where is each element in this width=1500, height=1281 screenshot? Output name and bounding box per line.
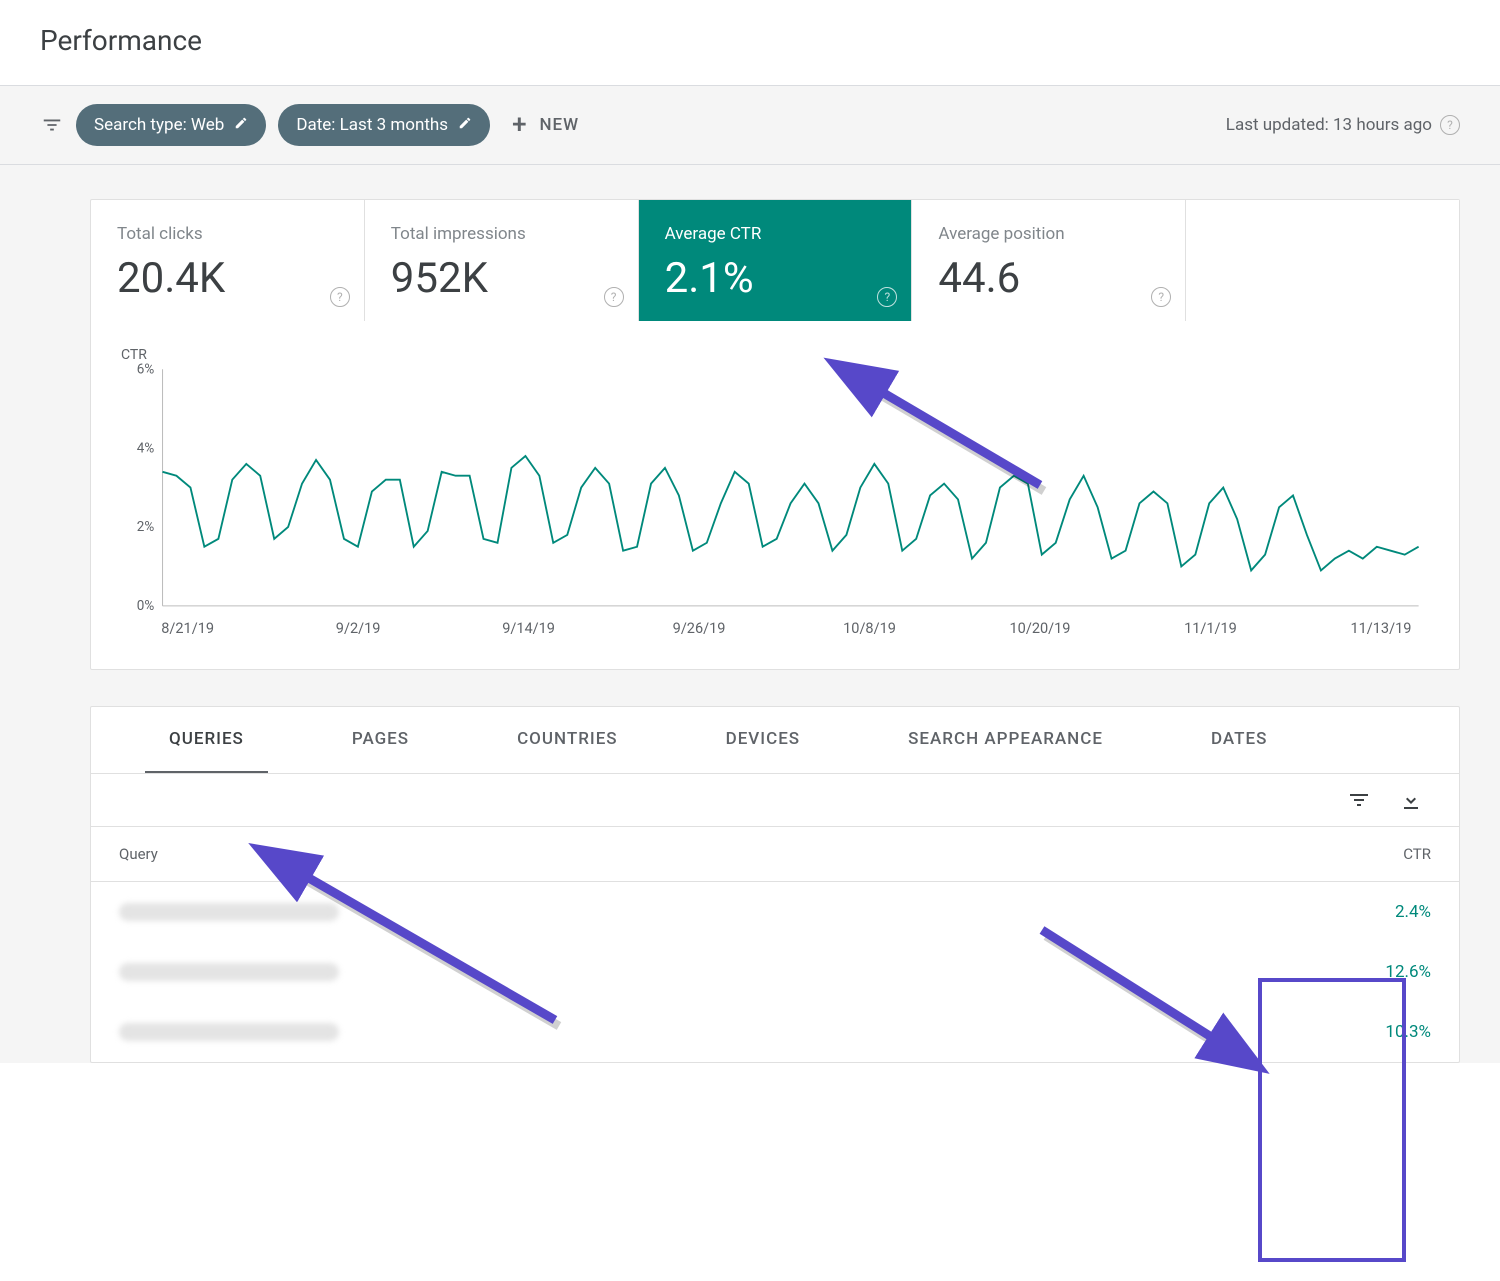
table-toolbar — [91, 774, 1459, 826]
chart-wrapper: CTR 0% 2% 4% 6% 8/21/19 9/2/19 9/14/19 9/26/19 1… — [91, 321, 1459, 669]
query-text-blurred — [119, 903, 339, 921]
table-header: Query CTR — [91, 826, 1459, 882]
header-bar: Performance — [0, 0, 1500, 86]
svg-text:8/21/19: 8/21/19 — [161, 620, 214, 637]
chart-y-label: CTR — [121, 347, 1429, 363]
main-content: Total clicks 20.4K? Total impressions 952K?… — [0, 165, 1500, 1063]
help-icon[interactable]: ? — [877, 287, 897, 307]
svg-text:6%: 6% — [137, 363, 155, 377]
svg-text:10/20/19: 10/20/19 — [1010, 620, 1071, 637]
page-container: Performance Search type: Web Date: Last … — [0, 0, 1500, 1063]
add-filter-button[interactable]: + NEW — [512, 112, 579, 138]
svg-text:9/2/19: 9/2/19 — [336, 620, 381, 637]
help-icon[interactable]: ? — [330, 287, 350, 307]
svg-text:11/13/19: 11/13/19 — [1350, 620, 1411, 637]
svg-text:2%: 2% — [137, 519, 155, 535]
ctr-line-chart: 0% 2% 4% 6% 8/21/19 9/2/19 9/14/19 9/26/19 10/8/… — [121, 363, 1429, 643]
filter-icon[interactable] — [40, 113, 64, 137]
filter-bar: Search type: Web Date: Last 3 months + N… — [0, 86, 1500, 165]
svg-text:11/1/19: 11/1/19 — [1184, 620, 1237, 637]
metric-card-1[interactable]: Total impressions 952K? — [365, 200, 639, 321]
metric-label: Average position — [938, 224, 1163, 244]
filter-chip-date[interactable]: Date: Last 3 months — [278, 104, 490, 146]
tab-queries[interactable]: QUERIES — [145, 707, 268, 773]
metric-label: Average CTR — [665, 224, 890, 244]
metric-card-2[interactable]: Average CTR 2.1%? — [639, 200, 913, 321]
svg-text:4%: 4% — [137, 440, 155, 456]
chip-label: Search type: Web — [94, 115, 224, 135]
query-text-blurred — [119, 1023, 339, 1041]
page-title: Performance — [40, 24, 202, 57]
tab-dates[interactable]: DATES — [1187, 707, 1291, 773]
new-label: NEW — [540, 115, 580, 135]
metric-value: 952K — [391, 254, 616, 303]
metrics-row: Total clicks 20.4K? Total impressions 952K?… — [91, 200, 1459, 321]
chart-card: Total clicks 20.4K? Total impressions 952K?… — [90, 199, 1460, 670]
table-card: QUERIES PAGES COUNTRIES DEVICES SEARCH APPEA… — [90, 706, 1460, 1063]
svg-text:9/26/19: 9/26/19 — [673, 620, 726, 637]
column-header-query[interactable]: Query — [119, 845, 1291, 863]
tab-pages[interactable]: PAGES — [328, 707, 433, 773]
tab-countries[interactable]: COUNTRIES — [493, 707, 642, 773]
pencil-icon — [234, 116, 248, 134]
metric-placeholder — [1186, 200, 1459, 321]
metric-label: Total clicks — [117, 224, 342, 244]
metric-value: 20.4K — [117, 254, 342, 303]
help-icon[interactable]: ? — [1151, 287, 1171, 307]
metric-card-3[interactable]: Average position 44.6? — [912, 200, 1186, 321]
table-row[interactable]: 10.3% — [91, 1002, 1459, 1062]
table-row[interactable]: 12.6% — [91, 942, 1459, 1002]
help-icon[interactable]: ? — [604, 287, 624, 307]
last-updated: Last updated: 13 hours ago ? — [1226, 115, 1460, 135]
table-body: 2.4% 12.6% 10.3% — [91, 882, 1459, 1062]
ctr-value: 2.4% — [1291, 902, 1431, 922]
last-updated-text: Last updated: 13 hours ago — [1226, 115, 1432, 135]
metric-card-0[interactable]: Total clicks 20.4K? — [91, 200, 365, 321]
help-icon[interactable]: ? — [1440, 115, 1460, 135]
metric-label: Total impressions — [391, 224, 616, 244]
download-icon[interactable] — [1399, 788, 1423, 812]
table-row[interactable]: 2.4% — [91, 882, 1459, 942]
filter-chip-search-type[interactable]: Search type: Web — [76, 104, 266, 146]
column-header-ctr[interactable]: CTR — [1291, 845, 1431, 863]
tabs-bar: QUERIES PAGES COUNTRIES DEVICES SEARCH APPEA… — [91, 707, 1459, 774]
ctr-value: 10.3% — [1291, 1022, 1431, 1042]
svg-text:9/14/19: 9/14/19 — [502, 620, 555, 637]
ctr-value: 12.6% — [1291, 962, 1431, 982]
plus-icon: + — [512, 112, 527, 138]
svg-text:0%: 0% — [137, 598, 155, 614]
query-text-blurred — [119, 963, 339, 981]
tab-search-appearance[interactable]: SEARCH APPEARANCE — [884, 707, 1127, 773]
metric-value: 44.6 — [938, 254, 1163, 303]
filter-icon[interactable] — [1347, 788, 1371, 812]
svg-text:10/8/19: 10/8/19 — [843, 620, 896, 637]
chip-label: Date: Last 3 months — [296, 115, 448, 135]
metric-value: 2.1% — [665, 254, 890, 303]
tab-devices[interactable]: DEVICES — [702, 707, 825, 773]
pencil-icon — [458, 116, 472, 134]
